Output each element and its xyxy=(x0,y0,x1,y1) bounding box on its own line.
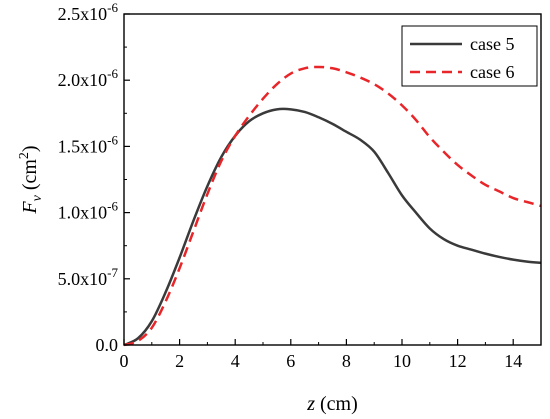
x-axis-label-unit: (cm) xyxy=(315,393,358,415)
x-tick-label: 14 xyxy=(504,351,522,371)
series-line-case-5 xyxy=(123,107,542,347)
x-tick-label: 4 xyxy=(231,351,240,371)
y-axis-label-sub: v xyxy=(30,194,45,201)
y-axis-label: Fv (cm2) xyxy=(17,145,45,214)
y-axis: 0.0 5.0x10-7 1.0x10-6 1.5x10-6 2.0x10-6 2.5x1… xyxy=(58,0,130,355)
x-axis-label-var: z xyxy=(306,393,315,415)
x-tick-label: 12 xyxy=(449,351,467,371)
series-line-case-6 xyxy=(123,65,542,347)
x-axis-label: z (cm) xyxy=(306,393,358,415)
x-tick-label: 2 xyxy=(175,351,184,371)
legend-label-case-5: case 5 xyxy=(470,34,514,54)
y-axis-label-unit-close: ) xyxy=(19,145,41,152)
y-tick-label: 0.0 xyxy=(96,335,119,355)
y-axis-label-unit-open: (cm xyxy=(19,159,41,196)
x-tick-label: 0 xyxy=(120,351,129,371)
y-tick-label: 2.0x10-6 xyxy=(58,66,119,90)
y-tick-label: 2.5x10-6 xyxy=(58,0,119,24)
y-axis-label-unit-sup: 2 xyxy=(17,152,32,159)
series-layer xyxy=(123,65,542,347)
y-tick-label: 1.0x10-6 xyxy=(58,199,119,223)
x-tick-label: 6 xyxy=(286,351,295,371)
legend-box xyxy=(401,25,538,87)
legend-label-case-6: case 6 xyxy=(470,62,514,82)
x-axis: 0 2 4 6 8 10 12 14 xyxy=(120,339,522,371)
y-tick-label: 5.0x10-7 xyxy=(58,265,119,289)
y-tick-label: 1.5x10-6 xyxy=(58,132,119,156)
y-axis-label-var: F xyxy=(19,201,41,215)
x-tick-label: 8 xyxy=(342,351,351,371)
legend: case 5 case 6 xyxy=(401,25,538,87)
x-tick-label: 10 xyxy=(393,351,411,371)
